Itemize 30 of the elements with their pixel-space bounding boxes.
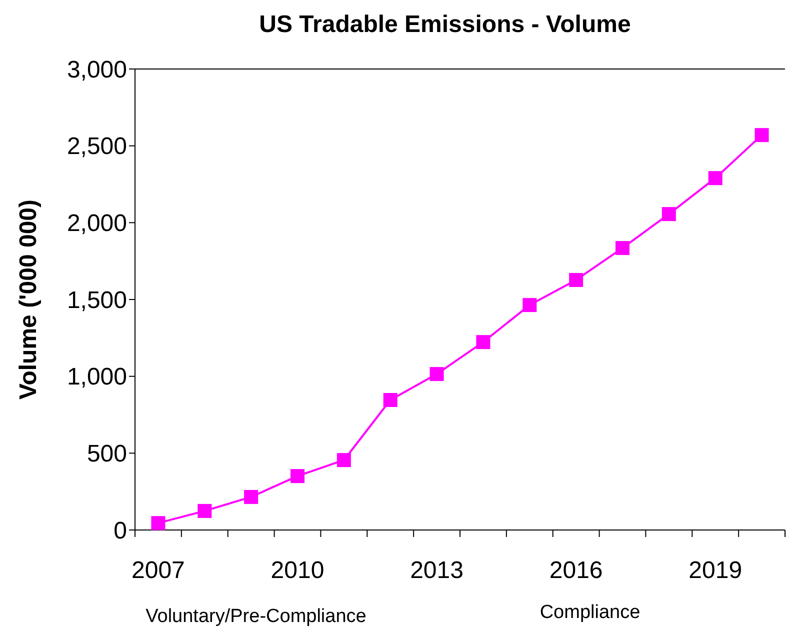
point (151, 516, 166, 530)
x-tick-label: 2019 (688, 557, 742, 584)
point (754, 128, 769, 142)
y-tick-label: 2,500 (66, 133, 127, 160)
point (290, 469, 304, 484)
point (430, 367, 444, 382)
point (383, 393, 398, 407)
text: Voluntary/Pre-Compliance (146, 606, 366, 627)
point (616, 241, 630, 256)
y-tick-label: 500 (86, 440, 127, 468)
point (198, 504, 212, 518)
point (708, 171, 722, 186)
y-tick-label: 0 (114, 517, 127, 544)
chart-title: US Tradable Emissions - Volume (259, 11, 631, 38)
point (244, 490, 258, 504)
y-tick-label: 2,000 (66, 210, 127, 238)
y-axis-title: Volume ('000 000) (15, 199, 42, 400)
point (336, 453, 351, 468)
text: Compliance (540, 602, 640, 623)
point (662, 207, 676, 222)
y-tick-label: 1,000 (66, 364, 127, 391)
point (569, 272, 584, 287)
x-tick-label: 2007 (132, 557, 185, 584)
x-tick-label: 2013 (410, 557, 464, 584)
point (476, 335, 490, 350)
x-tick-label: 2010 (270, 557, 324, 584)
y-tick-label: 1,500 (66, 286, 127, 314)
x-tick-label: 2016 (549, 557, 603, 584)
point (522, 298, 537, 312)
y-tick-label: 3,000 (66, 56, 127, 84)
